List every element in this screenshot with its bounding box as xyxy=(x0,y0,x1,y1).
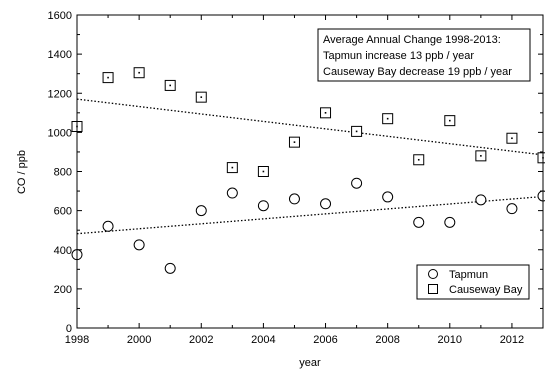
y-tick-label: 400 xyxy=(54,245,72,257)
point-tapmun xyxy=(257,200,269,212)
trendlines xyxy=(76,98,544,235)
y-tick-label: 200 xyxy=(54,284,72,296)
x-tick-label: 2008 xyxy=(375,334,399,346)
x-tick-label: 2010 xyxy=(438,334,462,346)
y-tick-label: 800 xyxy=(54,167,72,179)
point-causeway-bay-dot xyxy=(324,112,327,114)
annotation-box: Average Annual Change 1998-2013: Tapmun … xyxy=(317,28,531,82)
point-causeway-bay-dot xyxy=(449,119,451,122)
x-tick-label: 2006 xyxy=(313,334,337,346)
point-causeway-bay-dot xyxy=(355,130,358,133)
point-tapmun xyxy=(164,262,176,274)
annotation-frame xyxy=(317,28,531,82)
point-causeway-bay-dot xyxy=(511,137,513,140)
legend: Tapmun Causeway Bay xyxy=(416,264,530,300)
x-tick-label: 2012 xyxy=(500,334,524,346)
legend-label-causeway-bay: Causeway Bay xyxy=(449,284,523,296)
point-tapmun xyxy=(133,239,145,251)
trendline-causeway-bay xyxy=(76,98,544,156)
point-tapmun xyxy=(444,216,456,228)
point-tapmun xyxy=(382,191,394,203)
point-tapmun xyxy=(288,193,300,205)
x-tick-label: 2002 xyxy=(189,334,213,346)
point-tapmun xyxy=(475,194,487,206)
x-tick-label: 1998 xyxy=(65,334,89,346)
point-causeway-bay-dot xyxy=(169,84,171,87)
x-tick-label: 2000 xyxy=(127,334,151,346)
legend-marker-causeway-bay xyxy=(428,284,438,294)
annotation-line-1: Average Annual Change 1998-2013: xyxy=(323,34,501,46)
data-points xyxy=(71,67,545,274)
point-causeway-bay-dot xyxy=(262,170,265,173)
point-tapmun xyxy=(506,203,518,215)
annotation-line-2: Tapmun increase 13 ppb / year xyxy=(323,50,474,62)
legend-marker-tapmun xyxy=(428,269,438,279)
axis-tick-labels: 1998 2000 2002 2004 2006 2008 2010 2012 0 200 400 6… xyxy=(48,10,525,346)
y-tick-label: 1600 xyxy=(48,10,72,22)
point-causeway-bay-dot xyxy=(231,166,234,169)
point-causeway-bay-dot xyxy=(480,155,482,157)
point-tapmun xyxy=(537,190,545,202)
point-tapmun xyxy=(351,177,363,189)
point-tapmun xyxy=(226,187,238,199)
trendline-tapmun xyxy=(76,195,544,235)
point-tapmun xyxy=(320,198,332,210)
y-axis-title: CO / ppb xyxy=(16,150,28,194)
legend-label-tapmun: Tapmun xyxy=(449,269,488,281)
x-tick-label: 2004 xyxy=(251,334,275,346)
y-tick-label: 1400 xyxy=(48,49,72,61)
point-tapmun xyxy=(413,216,425,228)
point-tapmun xyxy=(195,205,207,217)
point-causeway-bay-dot xyxy=(417,158,420,161)
annotation-line-3: Causeway Bay decrease 19 ppb / year xyxy=(323,66,512,78)
point-causeway-bay-dot xyxy=(107,76,109,79)
point-tapmun xyxy=(102,220,114,232)
y-tick-label: 1200 xyxy=(48,88,72,100)
x-axis-title: year xyxy=(299,357,321,369)
point-causeway-bay xyxy=(537,152,545,164)
y-tick-label: 0 xyxy=(66,323,72,335)
y-tick-label: 1000 xyxy=(48,127,72,139)
point-causeway-bay-dot xyxy=(386,117,389,120)
y-tick-label: 600 xyxy=(54,206,72,218)
plot-frame xyxy=(76,14,544,329)
point-causeway-bay-dot xyxy=(293,141,296,143)
point-causeway-bay-dot xyxy=(138,71,140,74)
point-causeway-bay-dot xyxy=(200,96,203,98)
